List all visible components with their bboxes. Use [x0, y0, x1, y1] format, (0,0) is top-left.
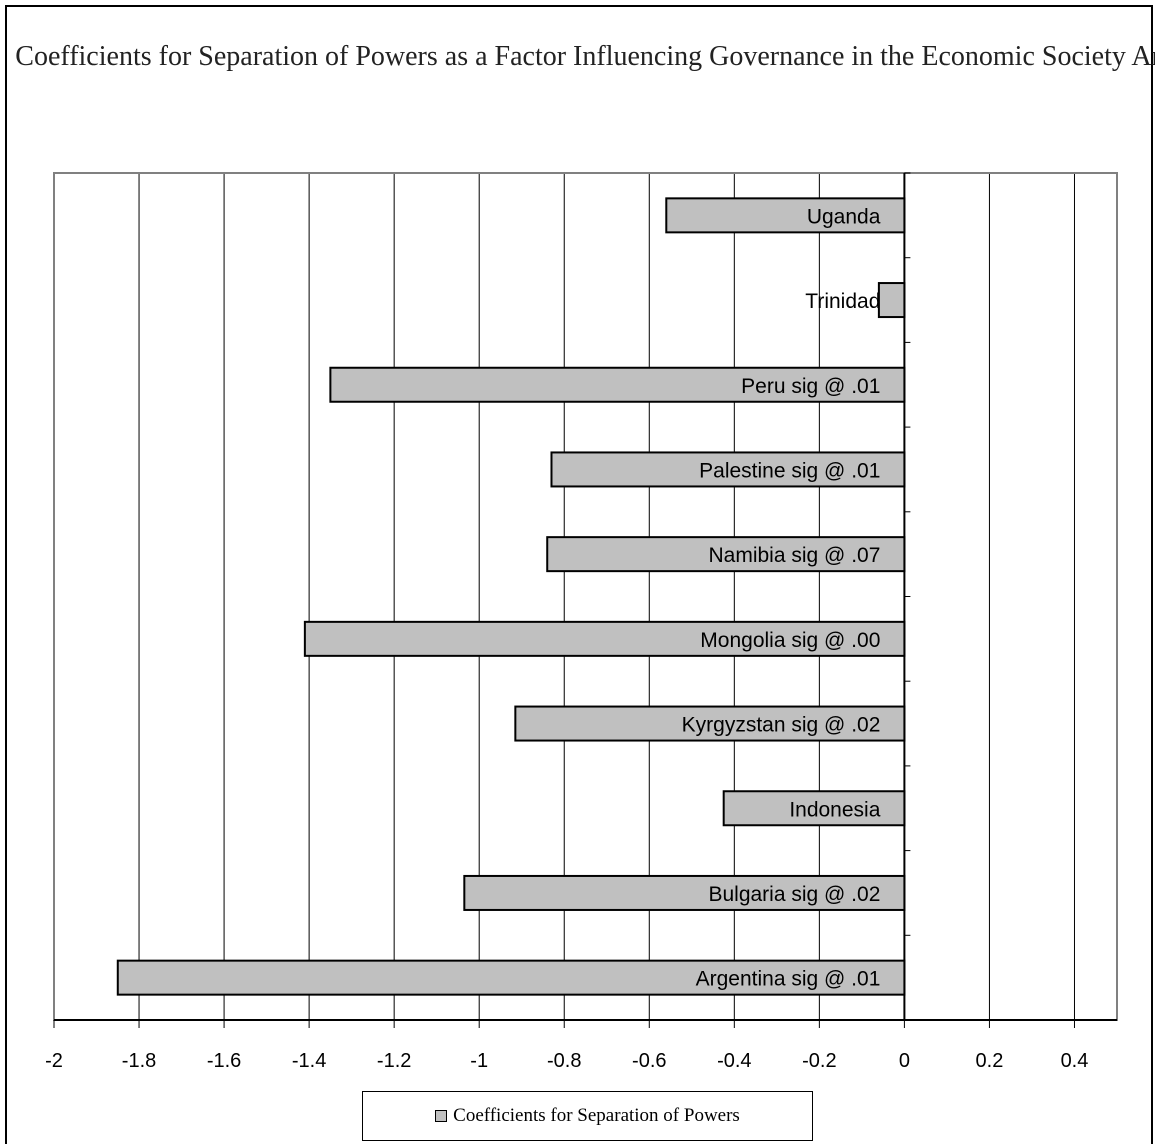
x-tick-label-10: 0 [899, 1050, 910, 1072]
bar-label-2: Peru sig @ .01 [741, 375, 880, 398]
x-tick-label-0: -2 [45, 1050, 63, 1072]
x-tick-label-12: 0.4 [1061, 1050, 1089, 1072]
bar-label-8: Bulgaria sig @ .02 [708, 883, 880, 906]
legend-swatch [435, 1110, 448, 1122]
x-tick-label-9: -0.2 [802, 1050, 836, 1072]
legend-label: Coefficients for Separation of Powers [453, 1105, 740, 1126]
chart-title: Coefficients for Separation of Powers as… [15, 41, 1155, 72]
x-tick-label-6: -0.8 [547, 1050, 581, 1072]
bar-5 [303, 620, 906, 657]
bar-label-3: Palestine sig @ .01 [699, 459, 880, 482]
bar-6 [514, 705, 906, 742]
bar-label-5: Mongolia sig @ .00 [700, 629, 880, 652]
x-tick-label-4: -1.2 [377, 1050, 411, 1072]
x-tick-label-7: -0.6 [632, 1050, 666, 1072]
bar-label-6: Kyrgyzstan sig @ .02 [682, 714, 881, 737]
bar-8 [463, 874, 906, 911]
x-tick-label-5: -1 [470, 1050, 488, 1072]
x-tick-label-3: -1.4 [292, 1050, 326, 1072]
chart-frame [5, 5, 1153, 1144]
bar-7 [722, 790, 906, 827]
bar-2 [329, 366, 906, 403]
bar-3 [550, 451, 906, 488]
bar-label-9: Argentina sig @ .01 [696, 968, 881, 991]
chart-plot: -2 -1.8 -1.6 -1.4 -1.2 -1 -0.8 -0.6 -0.4 -0.2 0 0.2… [45, 172, 1118, 1072]
bar-label-7: Indonesia [789, 798, 880, 821]
x-tick-label-8: -0.4 [717, 1050, 751, 1072]
bar-label-4: Namibia sig @ .07 [709, 544, 881, 567]
legend: Coefficients for Separation of Powers [362, 1091, 813, 1141]
bar-label-0: Uganda [807, 205, 881, 228]
x-tick-label-1: -1.8 [122, 1050, 156, 1072]
x-tick-label-11: 0.2 [976, 1050, 1004, 1072]
x-tick-label-2: -1.6 [207, 1050, 241, 1072]
bar-label-1: Trinidad [805, 290, 880, 313]
bar-4 [546, 536, 906, 573]
bar-9 [116, 959, 906, 996]
bar-1 [877, 282, 906, 319]
bar-0 [665, 197, 906, 234]
